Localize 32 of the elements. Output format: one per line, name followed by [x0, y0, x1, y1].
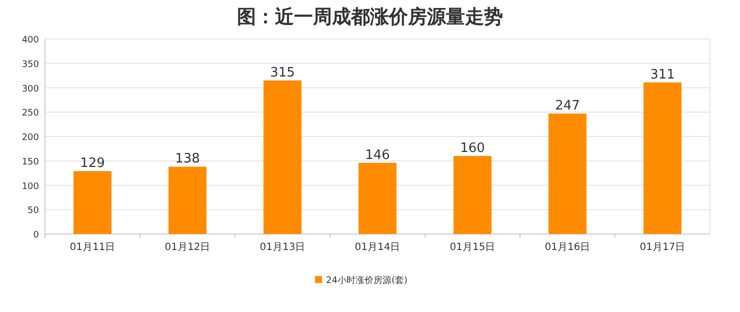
- y-tick-label: 200: [22, 133, 40, 143]
- bar: [358, 162, 396, 234]
- chart-title: 图：近一周成都涨价房源量走势: [237, 6, 503, 28]
- data-label: 129: [80, 156, 105, 172]
- y-tick-label: 100: [22, 182, 40, 192]
- bar: [644, 82, 682, 234]
- y-tick-label: 300: [22, 84, 40, 94]
- y-tick-label: 350: [22, 60, 40, 70]
- data-label: 247: [555, 98, 580, 114]
- y-tick-label: 0: [33, 230, 40, 240]
- x-tick-label: 01月17日: [640, 242, 686, 253]
- data-label: 146: [365, 148, 390, 163]
- bar: [264, 80, 302, 234]
- data-label: 160: [460, 141, 485, 156]
- y-tick-label: 50: [28, 206, 40, 216]
- x-tick-label: 01月15日: [450, 242, 496, 253]
- x-tick-label: 01月12日: [164, 242, 210, 253]
- data-label: 311: [650, 67, 675, 82]
- data-label: 315: [270, 65, 295, 80]
- x-tick-label: 01月11日: [70, 242, 116, 253]
- bar: [548, 114, 586, 234]
- bar: [168, 166, 206, 234]
- legend-label: 24小时涨价房源(套): [326, 275, 408, 286]
- y-tick-label: 150: [22, 157, 40, 168]
- x-tick-label: 01月13日: [260, 242, 306, 253]
- data-label: 138: [175, 152, 200, 167]
- y-tick-label: 250: [22, 108, 40, 119]
- y-tick-label: 400: [22, 36, 40, 46]
- x-tick-label: 01月16日: [544, 242, 590, 253]
- bar: [74, 171, 112, 234]
- bar: [454, 156, 492, 234]
- x-tick-label: 01月14日: [354, 242, 400, 253]
